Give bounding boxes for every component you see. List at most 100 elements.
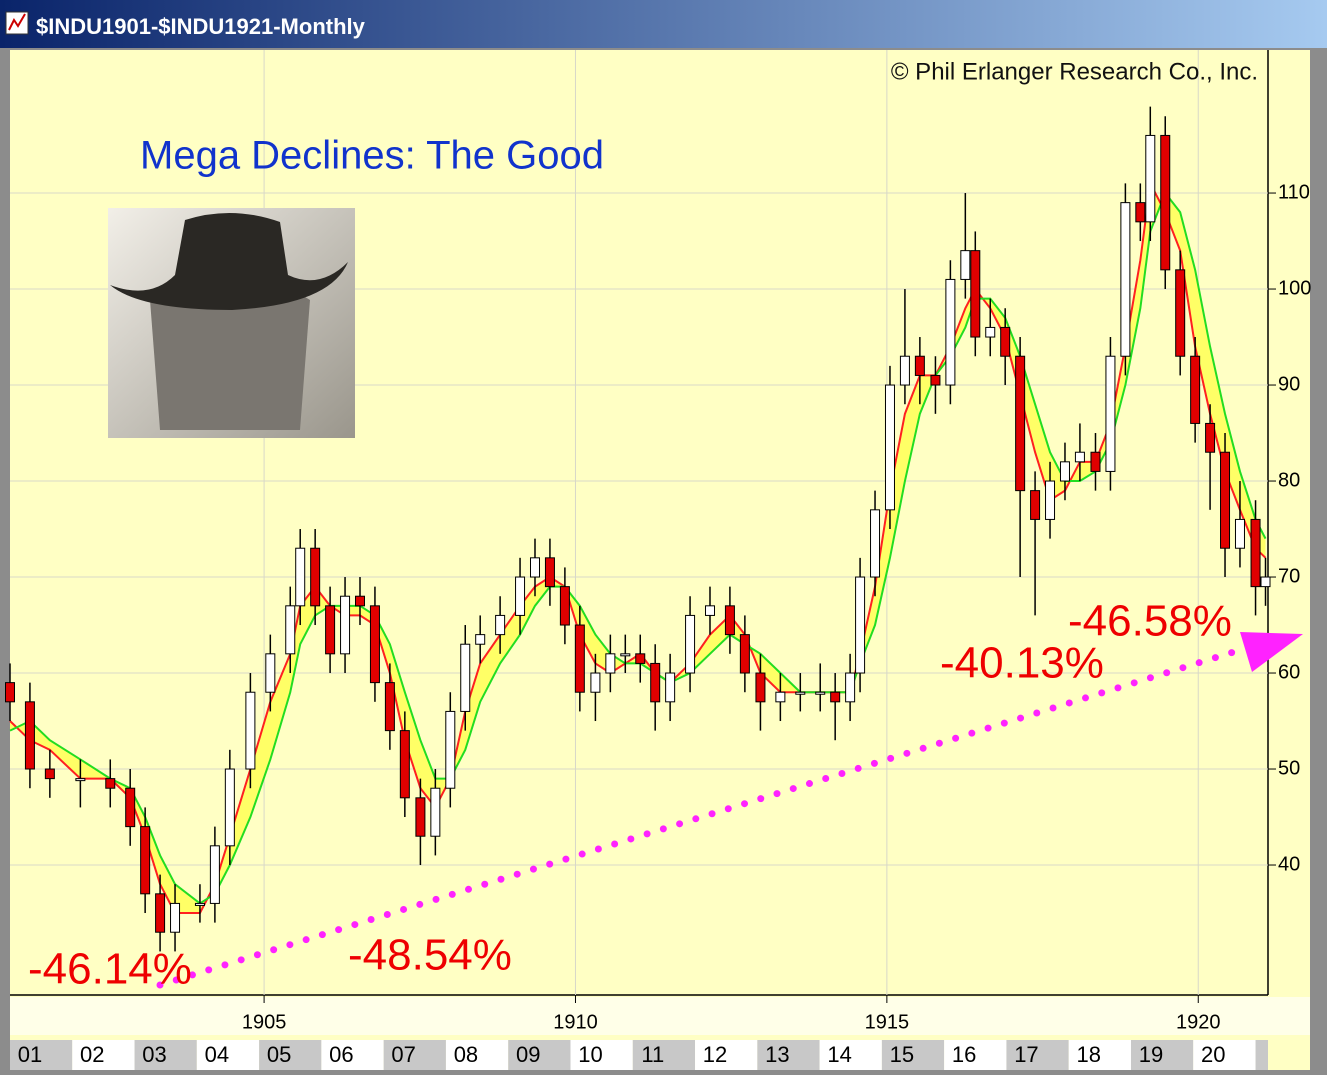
year-cell-label: 08 [454,1042,478,1067]
year-cell [445,1040,509,1070]
candle-body [460,643,471,712]
year-cell-label: 01 [18,1042,42,1067]
candle-body [415,797,426,837]
title-bar [0,0,1327,48]
candle-body [310,547,321,607]
year-cell [259,1040,322,1070]
candle-body [945,278,956,386]
candle-body [285,605,296,655]
x-tick-label: 1910 [553,1011,598,1033]
year-cell-label: 09 [516,1042,540,1067]
candle-body [1135,202,1146,223]
candle-body [830,691,841,703]
year-cell-label: 20 [1201,1042,1225,1067]
candle-body [870,509,881,578]
year-cell-label: 14 [827,1042,851,1067]
decline-label: -46.14% [28,945,192,994]
candle-body [914,355,925,376]
candle-body [75,778,86,782]
candle-body [650,662,661,703]
candle-body [620,653,631,657]
candle-body [739,634,750,674]
y-tick-label: 40 [1278,853,1300,875]
x-tick-label: 1905 [242,1011,287,1033]
candle-body [815,691,826,695]
candle-body [1059,461,1070,482]
year-cell-label: 02 [80,1042,104,1067]
candle-body [1145,134,1156,223]
candle-body [155,893,166,933]
trend-dotted-line [156,646,1244,989]
candle-body [245,691,256,770]
year-cell [1130,1040,1194,1070]
year-cell-label: 05 [267,1042,291,1067]
candle-body [775,691,786,703]
candle-body [559,586,570,626]
candle-body [1105,355,1116,472]
candle-body [369,605,380,684]
candle-body [724,605,735,636]
candle-body [755,672,766,703]
year-cell-label: 07 [391,1042,415,1067]
decline-label: -48.54% [348,931,512,980]
candle-body [1234,518,1245,549]
candle-body [529,557,540,578]
candle-body [475,634,486,645]
year-cell-label: 03 [142,1042,166,1067]
x-tick-label: 1915 [865,1011,910,1033]
plot-background [10,50,1310,1070]
year-cell [321,1040,384,1070]
candle-body [899,355,910,386]
candle-body [1045,480,1056,520]
candle-body [985,326,996,338]
candle-body [495,614,506,636]
trend-arrow [1240,632,1303,672]
year-cell [1193,1040,1256,1070]
copyright: © Phil Erlanger Research Co., Inc. [891,58,1258,85]
year-cell [383,1040,446,1070]
y-tick-label: 50 [1278,757,1300,779]
candle-body [1090,451,1101,472]
year-cell-label: 16 [952,1042,976,1067]
year-cell [134,1040,197,1070]
window-icon-graph [8,13,26,31]
candle-body [795,691,806,695]
candle-body [325,605,336,655]
candle-body [105,778,116,789]
y-tick-label: 100 [1278,277,1311,299]
candle-body [1160,134,1171,271]
year-cell [196,1040,260,1070]
year-cell-label: 15 [890,1042,914,1067]
candle-body [574,624,585,693]
candle-body [224,768,235,847]
candle-body [125,787,136,828]
year-cell [1006,1040,1069,1070]
candle-body [5,682,15,703]
year-cell [508,1040,571,1070]
window-title: $INDU1901-$INDU1921-Monthly [36,14,366,39]
candle-body [1120,202,1131,357]
candle-body [635,653,646,664]
year-cell-label: 19 [1139,1042,1163,1067]
candle-body [399,730,410,799]
candle-body [1000,326,1011,357]
candle-body [544,557,555,588]
year-cell [1255,1040,1268,1070]
candle-body [1030,490,1041,520]
candle-body [340,595,351,655]
candle-body [194,902,205,906]
candle-body [1074,451,1085,463]
candle-body [590,672,601,693]
x-axis-band [10,997,1310,1035]
candle-body [1190,355,1201,424]
candle-body [1015,355,1026,492]
candle-body [1250,518,1261,588]
year-cell [1068,1040,1131,1070]
y-tick-label: 90 [1278,373,1300,395]
candle-body [24,701,35,770]
candle-body [354,595,365,607]
candle-body [430,787,441,837]
candle-body [685,614,696,674]
year-cell [570,1040,633,1070]
